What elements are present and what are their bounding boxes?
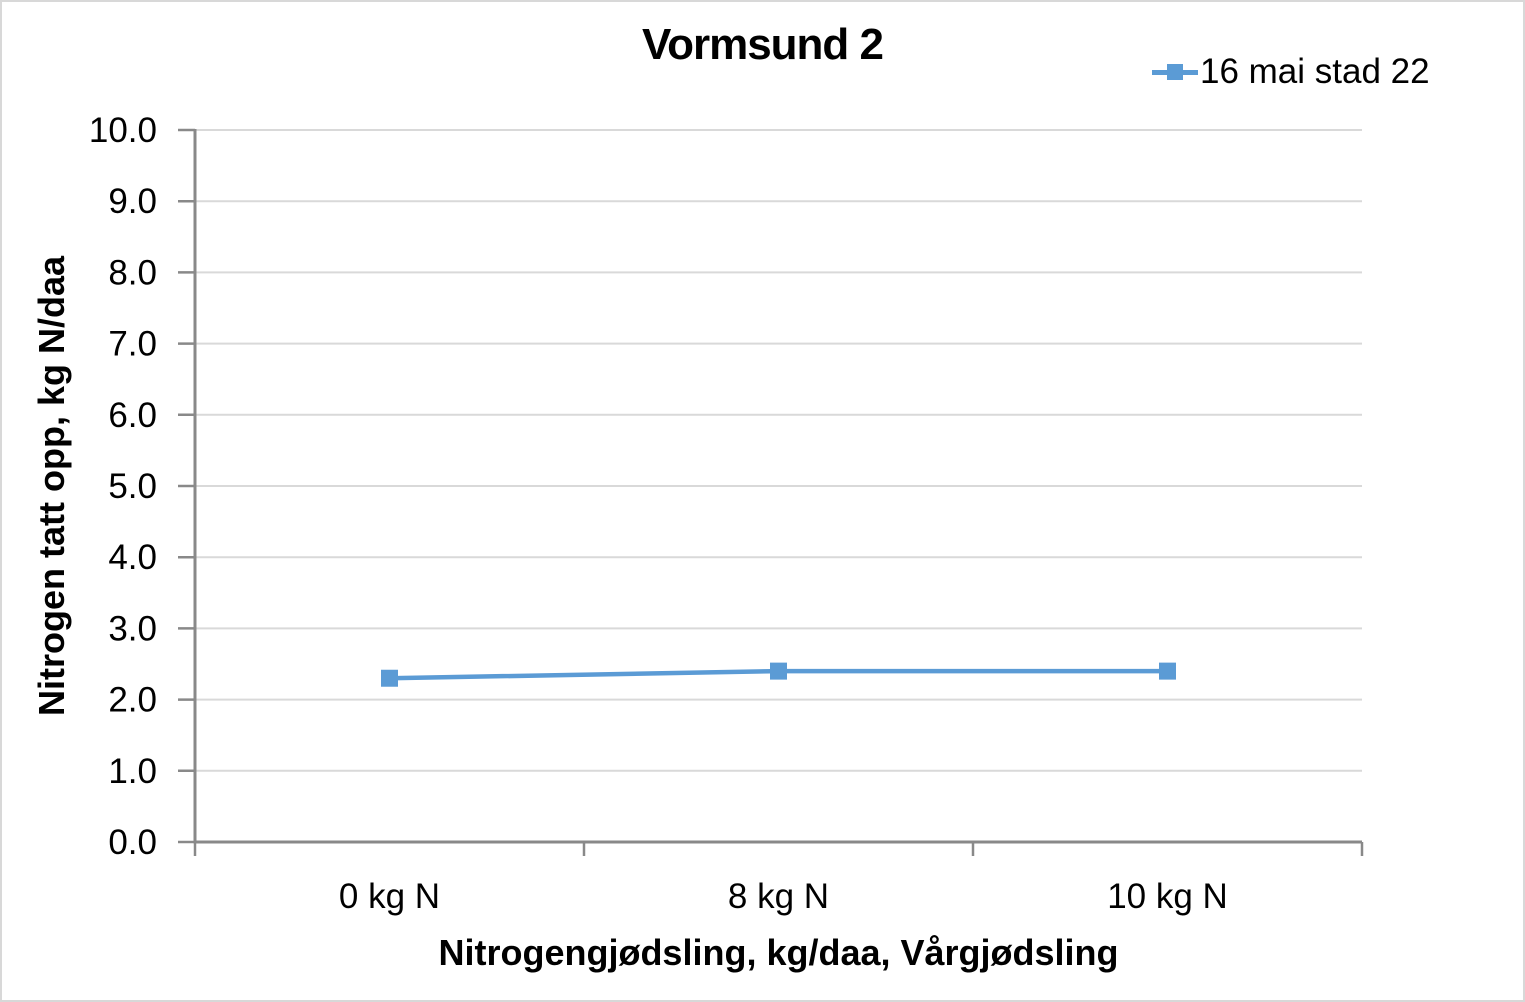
x-axis-title: Nitrogengjødsling, kg/daa, Vårgjødsling	[438, 932, 1119, 973]
y-tick-label: 1.0	[108, 752, 157, 791]
y-tick-label: 10.0	[89, 111, 157, 150]
legend-line-marker-icon	[1152, 63, 1198, 81]
y-tick-label: 0.0	[108, 823, 157, 862]
y-tick-label: 2.0	[108, 681, 157, 720]
data-point-marker	[770, 662, 787, 680]
x-category-label: 8 kg N	[728, 877, 829, 916]
y-tick-label: 3.0	[108, 609, 157, 648]
y-tick-label: 4.0	[108, 538, 157, 577]
y-tick-label: 6.0	[108, 396, 157, 435]
y-tick-label: 7.0	[108, 325, 157, 364]
data-point-marker	[1159, 662, 1176, 680]
y-tick-label: 5.0	[108, 467, 157, 506]
legend-label: 16 mai stad 22	[1200, 52, 1430, 91]
x-category-label: 0 kg N	[339, 877, 440, 916]
y-tick-label: 8.0	[108, 253, 157, 292]
y-axis-title: Nitrogen tatt opp, kg N/daa	[31, 255, 72, 717]
y-tick-label: 9.0	[108, 182, 157, 221]
chart-title: Vormsund 2	[641, 20, 884, 69]
x-category-label: 10 kg N	[1107, 877, 1228, 916]
data-point-marker	[381, 669, 398, 687]
legend-entry: 16 mai stad 22	[1152, 52, 1430, 92]
